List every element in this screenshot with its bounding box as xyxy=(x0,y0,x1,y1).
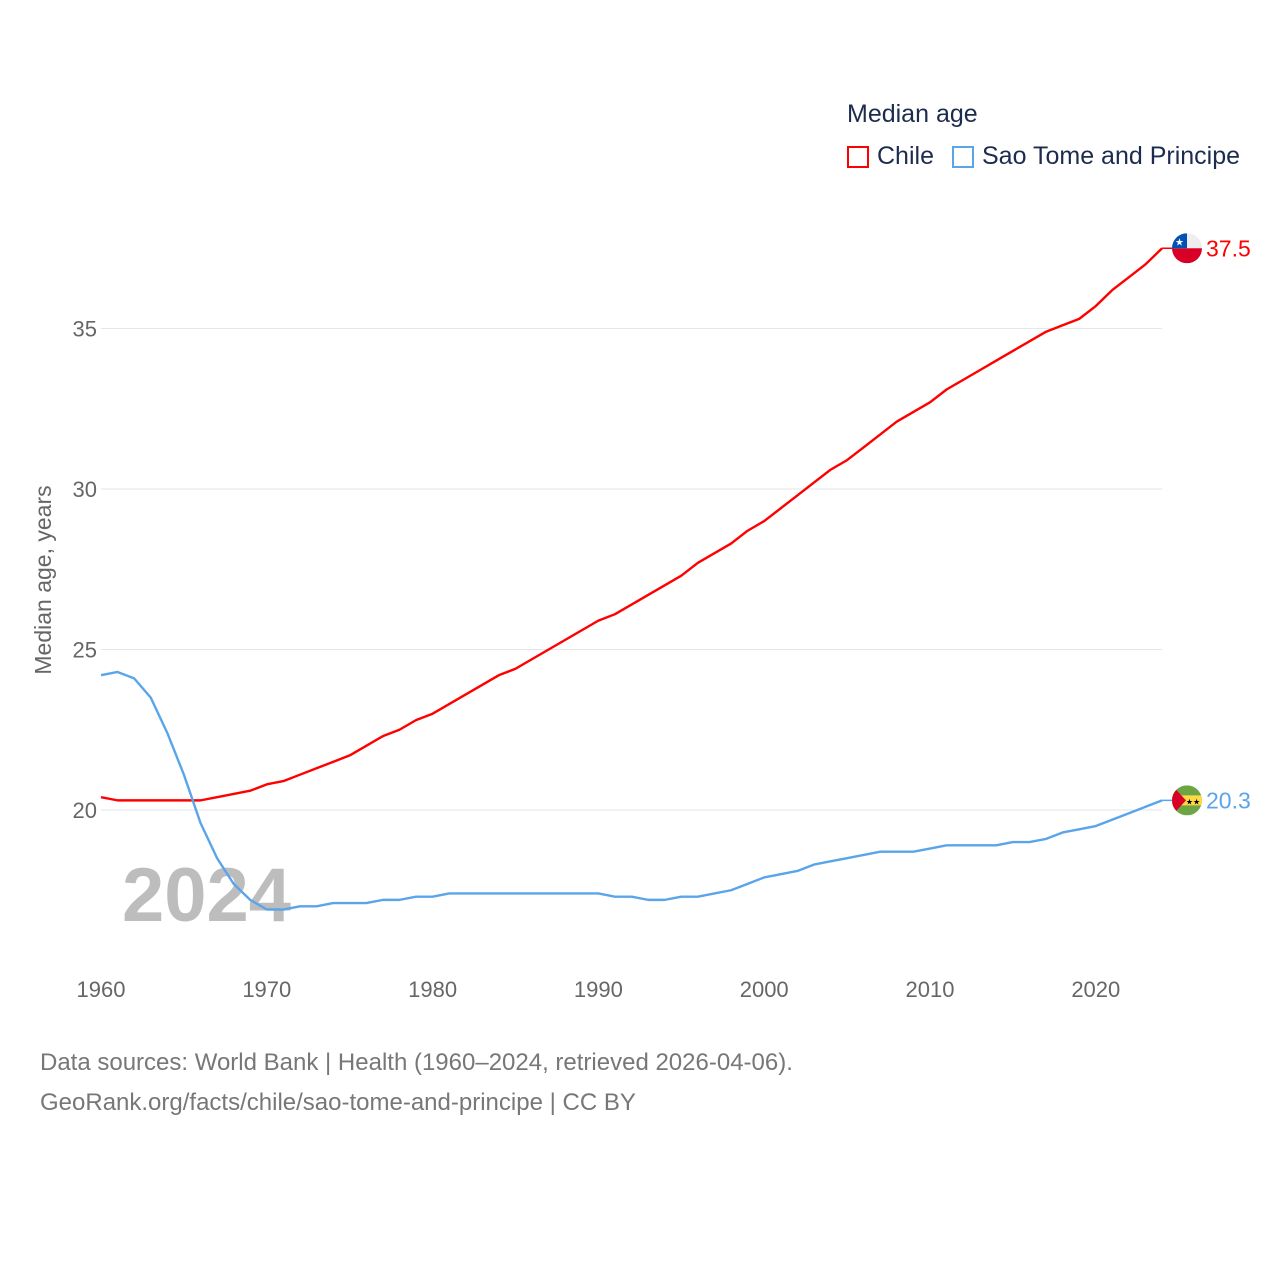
legend-swatch-sao-tome xyxy=(951,145,974,168)
y-tick-label: 20 xyxy=(73,798,97,823)
series-lines xyxy=(100,247,1163,911)
end-labels: ★ 37.5 ★★ 20.3 xyxy=(1162,233,1251,816)
year-watermark: 2024 xyxy=(122,853,291,938)
x-axis-ticks: 1960 1970 1980 1990 2000 2010 2020 xyxy=(77,977,1121,1002)
legend: Chile Sao Tome and Principe xyxy=(847,142,1258,171)
legend-item-chile[interactable]: Chile xyxy=(847,142,934,171)
sao-tome-flag-icon: ★★ xyxy=(1172,785,1202,816)
series-line-1 xyxy=(100,670,1163,911)
data-source-text: Data sources: World Bank | Health (1960–… xyxy=(40,1049,793,1076)
y-tick-label: 30 xyxy=(73,477,97,502)
attribution-link[interactable]: GeoRank.org/facts/chile/sao-tome-and-pri… xyxy=(40,1089,636,1116)
footer: Data sources: World Bank | Health (1960–… xyxy=(40,1043,793,1123)
end-value-label: 20.3 xyxy=(1206,787,1251,813)
chile-flag-icon: ★ xyxy=(1172,233,1202,264)
legend-swatch-chile xyxy=(847,145,869,168)
svg-text:★★: ★★ xyxy=(1186,797,1200,806)
y-tick-label: 35 xyxy=(73,317,97,342)
legend-label: Sao Tome and Principe xyxy=(981,142,1241,170)
x-tick-label: 1990 xyxy=(574,977,623,1002)
y-tick-label: 25 xyxy=(73,638,97,663)
legend-label: Chile xyxy=(877,142,934,170)
x-tick-label: 1970 xyxy=(242,977,291,1002)
x-tick-label: 1980 xyxy=(408,977,457,1002)
gridlines xyxy=(101,328,1162,811)
svg-text:★: ★ xyxy=(1175,237,1184,248)
end-value-label: 37.5 xyxy=(1206,235,1251,261)
legend-item-sao-tome[interactable]: Sao Tome and Principe xyxy=(951,142,1241,171)
x-tick-label: 2010 xyxy=(906,977,955,1002)
x-tick-label: 2020 xyxy=(1071,977,1120,1002)
x-tick-label: 1960 xyxy=(77,977,126,1002)
x-tick-label: 2000 xyxy=(740,977,789,1002)
legend-title: Median age xyxy=(847,100,978,128)
series-line-0 xyxy=(100,247,1163,802)
y-axis-label: Median age, years xyxy=(30,485,56,674)
y-axis-ticks: 20 25 30 35 xyxy=(73,317,97,824)
